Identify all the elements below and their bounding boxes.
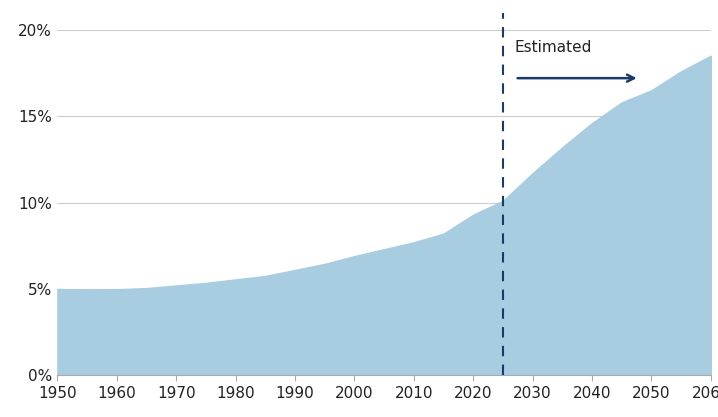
- Text: Estimated: Estimated: [515, 40, 592, 55]
